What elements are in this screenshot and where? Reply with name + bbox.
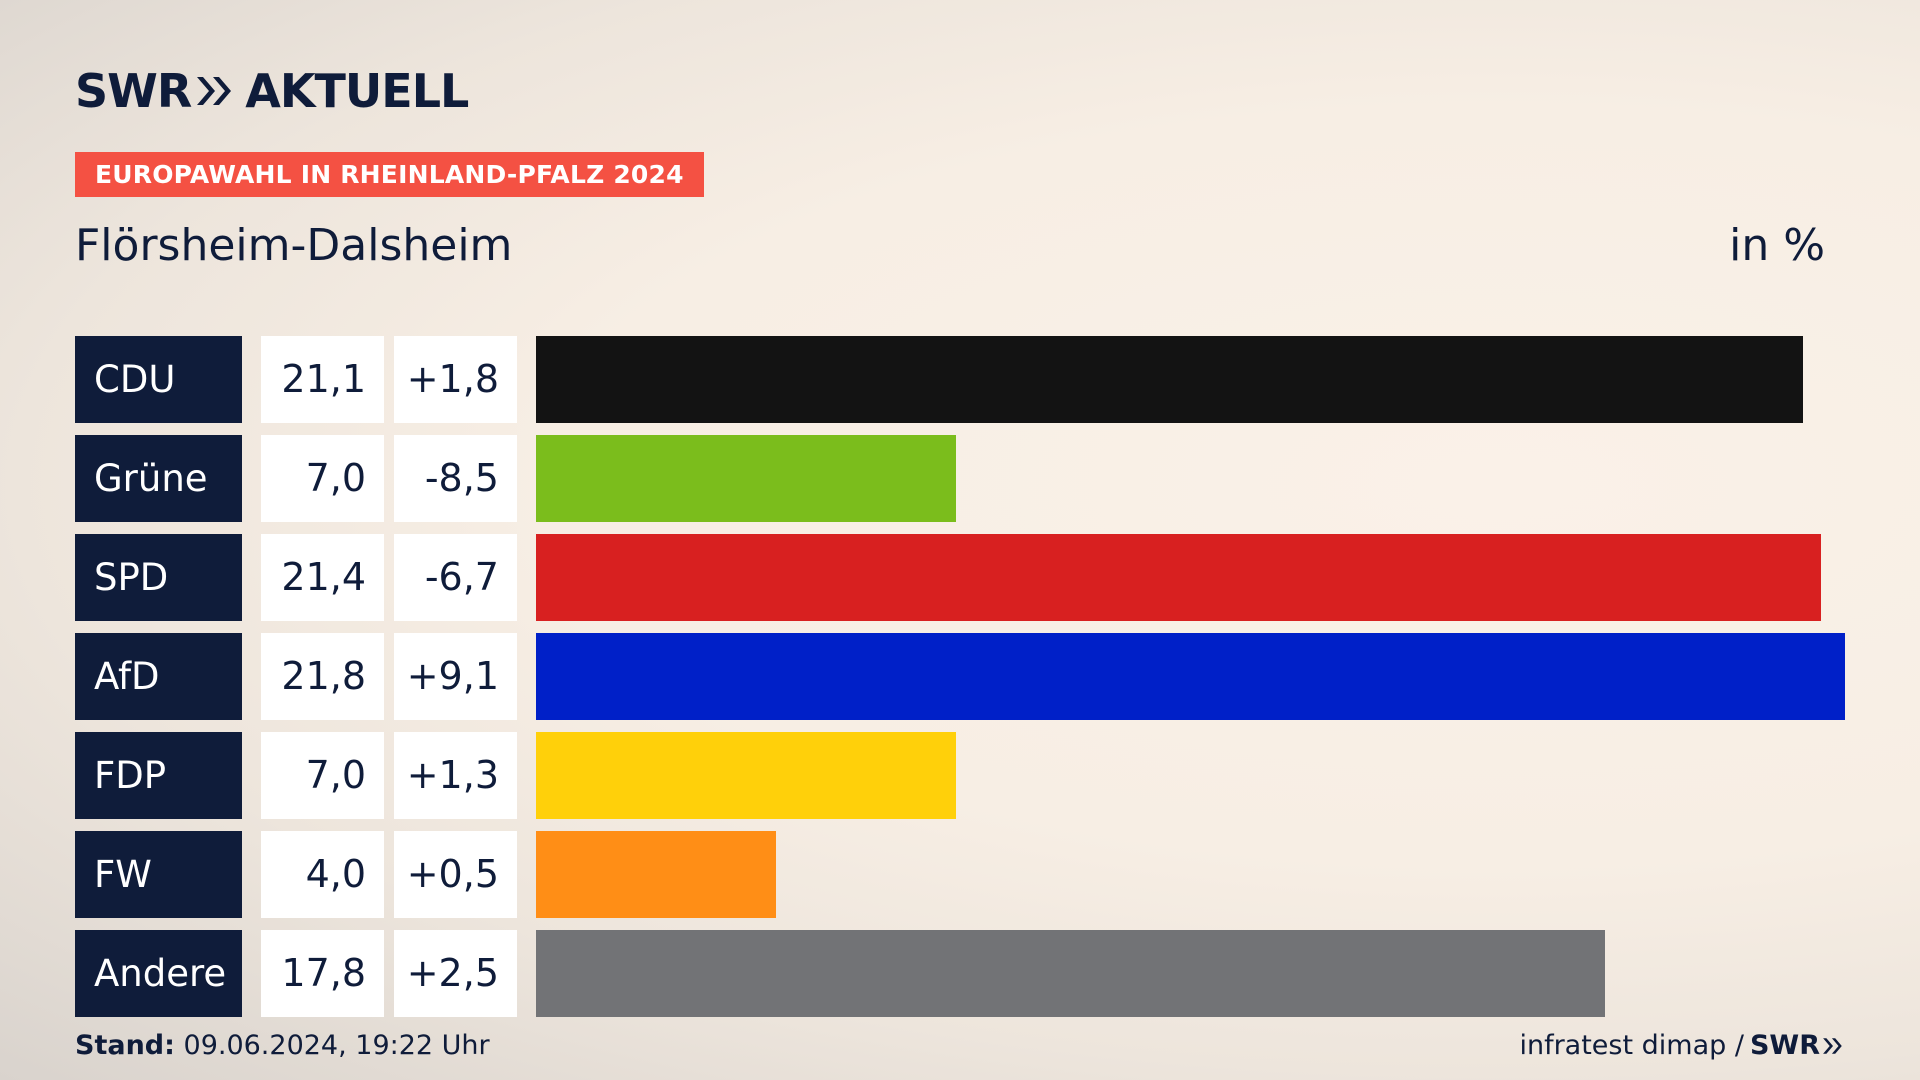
vote-share-label: 7,0 [261,732,384,819]
timestamp: Stand: 09.06.2024, 19:22 Uhr [75,1030,490,1061]
stand-label: Stand: [75,1030,175,1061]
result-bar [536,831,776,918]
change-label: -8,5 [394,435,517,522]
vote-share-label: 21,4 [261,534,384,621]
change-label: +1,8 [394,336,517,423]
source-text: infratest dimap / [1519,1030,1744,1061]
logo-swr-text: SWR [75,64,192,118]
party-label: AfD [75,633,242,720]
vote-share-label: 7,0 [261,435,384,522]
logo-aktuell-text: AKTUELL [245,64,469,118]
source-credit: infratest dimap / SWR [1519,1030,1844,1061]
result-row-afd: AfD 21,8 +9,1 [75,633,1855,720]
party-label: Grüne [75,435,242,522]
result-bar [536,732,956,819]
party-label: FW [75,831,242,918]
result-row-andere: Andere 17,8 +2,5 [75,930,1855,1017]
result-row-cdu: CDU 21,1 +1,8 [75,336,1855,423]
vote-share-label: 21,8 [261,633,384,720]
swr-small-logo: SWR [1750,1030,1844,1061]
chart-subtitle: Flörsheim-Dalsheim [75,220,513,271]
double-chevron-icon [197,77,232,105]
unit-label: in % [1729,220,1825,271]
swr-aktuell-logo: SWR AKTUELL [75,64,469,118]
result-bar [536,435,956,522]
party-label: SPD [75,534,242,621]
party-label: Andere [75,930,242,1017]
result-bar [536,930,1605,1017]
result-bar [536,633,1845,720]
double-chevron-small-icon [1823,1037,1842,1054]
swr-small-logo-text: SWR [1749,1030,1820,1061]
result-bar [536,336,1803,423]
stand-value: 09.06.2024, 19:22 Uhr [183,1030,490,1061]
election-badge: EUROPAWAHL IN RHEINLAND-PFALZ 2024 [75,152,704,197]
vote-share-label: 4,0 [261,831,384,918]
vote-share-label: 21,1 [261,336,384,423]
change-label: +9,1 [394,633,517,720]
change-label: -6,7 [394,534,517,621]
result-row-spd: SPD 21,4 -6,7 [75,534,1855,621]
result-row-fw: FW 4,0 +0,5 [75,831,1855,918]
party-label: CDU [75,336,242,423]
result-row-fdp: FDP 7,0 +1,3 [75,732,1855,819]
change-label: +2,5 [394,930,517,1017]
result-bar [536,534,1821,621]
vote-share-label: 17,8 [261,930,384,1017]
change-label: +1,3 [394,732,517,819]
change-label: +0,5 [394,831,517,918]
result-row-grüne: Grüne 7,0 -8,5 [75,435,1855,522]
party-label: FDP [75,732,242,819]
